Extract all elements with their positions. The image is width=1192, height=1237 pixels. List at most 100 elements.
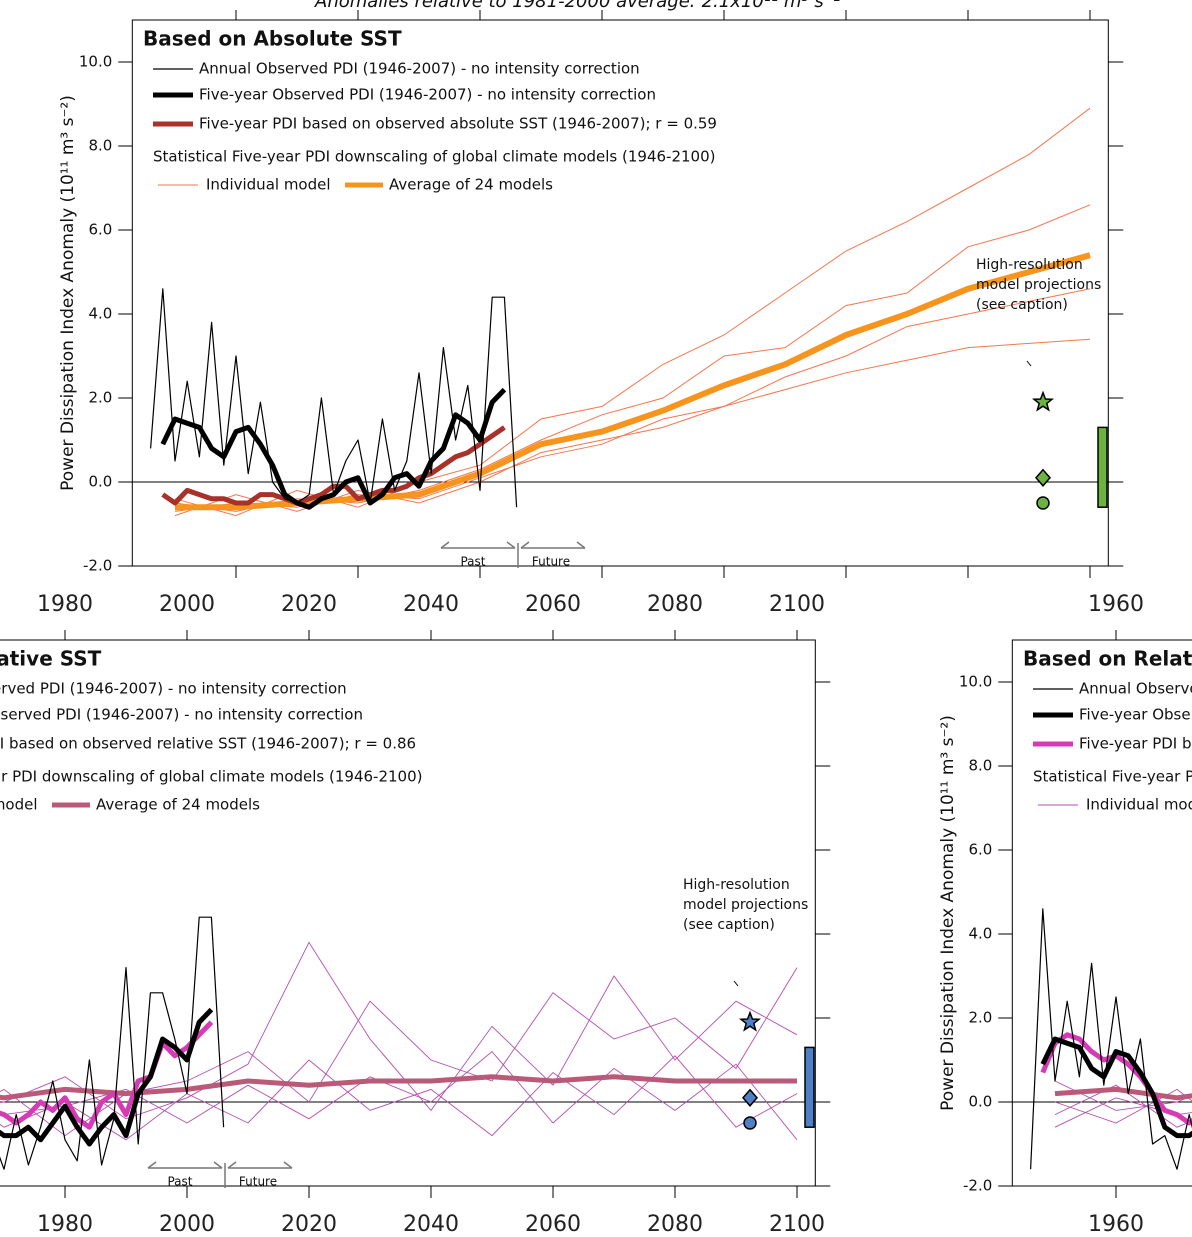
series-line <box>1054 1086 1192 1101</box>
y-tick-label: 8.0 <box>968 757 992 775</box>
period-arrow <box>283 1161 293 1169</box>
period-arrow <box>576 541 586 549</box>
x-tick-label: 1980 <box>37 1212 93 1237</box>
legend-label: Individual model <box>206 176 331 194</box>
x-tick-label: 2060 <box>525 1212 581 1237</box>
period-arrow <box>213 1161 223 1169</box>
model-line <box>174 204 1091 512</box>
legend-label: Individual model <box>1086 796 1192 814</box>
period-arrow <box>440 541 450 549</box>
annotation-pointer <box>1026 360 1032 367</box>
legend-label: Annual Observed PDI (1946-2007) - no int… <box>199 60 640 78</box>
legend-label: Five-year Observed PDI (1946-2007) - no … <box>0 706 363 724</box>
plot-frame <box>131 19 1109 567</box>
projection-star <box>1031 390 1055 412</box>
x-tick-labels: 19601980200020202040206020802100 <box>37 1212 825 1237</box>
x-tick-label: 2020 <box>281 1212 337 1237</box>
series-line <box>1040 1032 1192 1126</box>
model-line <box>0 967 798 1137</box>
series-line <box>161 425 506 506</box>
series-line <box>0 1074 797 1101</box>
y-tick-label: 10.0 <box>959 673 992 691</box>
x-tick-label: 2080 <box>647 1212 703 1237</box>
projection-star <box>738 1010 762 1032</box>
x-tick-labels: 19601980200020202040206020802100 <box>1088 592 1144 617</box>
chart-title: Based on Relative SST <box>0 647 102 671</box>
future-label: Future <box>532 555 570 569</box>
annotation-pointer <box>733 980 739 987</box>
x-tick-labels: 19601980200020202040206020802100 <box>37 592 825 617</box>
legend-heading: Statistical Five-year PDI downscaling of… <box>153 148 715 166</box>
projection-range <box>804 1046 815 1128</box>
series-line <box>175 252 1091 511</box>
y-tick-label: 4.0 <box>88 305 112 323</box>
x-tick-row: 19601980200020202040206020802100 <box>37 592 825 617</box>
legend-label: Average of 24 models <box>389 176 553 194</box>
model-line <box>174 107 1091 517</box>
past-label: Past <box>167 1175 192 1189</box>
legend-heading: Statistical Five-year PDI downscaling of… <box>0 768 422 786</box>
model-line <box>174 288 1091 512</box>
y-tick-label: 6.0 <box>968 841 992 859</box>
future-label: Future <box>239 1175 277 1189</box>
chart-title: Based on Relative SST <box>1023 647 1192 671</box>
past-label: Past <box>460 555 485 569</box>
y-axis-label: Power Dissipation Index Anomaly (10¹¹ m³… <box>58 95 78 491</box>
legend-label: Individual model <box>0 796 38 814</box>
annotation: High-resolution <box>976 257 1083 273</box>
y-tick-label: 2.0 <box>88 389 112 407</box>
x-tick-label: 2080 <box>647 592 703 617</box>
annotation: (see caption) <box>976 297 1068 313</box>
series-line <box>0 916 225 1170</box>
x-tick-label: 1960 <box>1088 592 1144 617</box>
period-arrow <box>520 541 530 549</box>
x-tick-labels: 19601980200020202040206020802100 <box>1088 1212 1144 1237</box>
projection-diamond <box>1035 468 1051 487</box>
plot-frame <box>0 639 816 1187</box>
period-arrow <box>506 541 516 549</box>
legend-label: Five-year PDI based on observed relative… <box>1079 735 1192 753</box>
annotation: High-resolution <box>683 877 790 893</box>
panel: -2.0 0.0 2.0 4.0 6.0 8.0 10.0 Power Dissipation… <box>58 10 1124 578</box>
y-tick-label: 4.0 <box>968 925 992 943</box>
x-tick-label: 2100 <box>769 1212 825 1237</box>
y-tick-label: -2.0 <box>83 557 112 575</box>
series-line <box>160 387 507 510</box>
legend-label: Average of 24 models <box>96 796 260 814</box>
legend-label: Annual Observed PDI (1946-2007) - no int… <box>0 680 347 698</box>
series-line <box>1040 1036 1192 1139</box>
y-axis-label: Power Dissipation Index Anomaly (10¹¹ m³… <box>938 715 958 1111</box>
legend-label: Five-year PDI based on observed absolute… <box>199 115 717 133</box>
y-tick-label: 6.0 <box>88 221 112 239</box>
model-line <box>0 941 798 1120</box>
plot-frame <box>1011 639 1192 1187</box>
y-tick-label: 0.0 <box>968 1093 992 1111</box>
legend-label: Five-year PDI based on observed relative… <box>0 735 416 753</box>
period-arrow <box>147 1161 157 1169</box>
legend-heading: Statistical Five-year PDI downscaling of… <box>1033 768 1192 786</box>
annotation: model projections <box>683 897 808 913</box>
projection-circle <box>1036 496 1050 510</box>
annotation: (see caption) <box>683 917 775 933</box>
chart-title: Based on Absolute SST <box>143 27 402 51</box>
x-tick-label: 1960 <box>1088 1212 1144 1237</box>
x-tick-label: 2040 <box>403 1212 459 1237</box>
projection-circle <box>743 1116 757 1130</box>
x-tick-row: 19601980200020202040206020802100 <box>1088 592 1144 617</box>
x-tick-row: 19601980200020202040206020802100 <box>37 1212 825 1237</box>
annotation: model projections <box>976 277 1101 293</box>
panel: -2.0 0.0 2.0 4.0 6.0 8.0 10.0 Power Dissipation… <box>938 630 1192 1198</box>
x-tick-row: 19601980200020202040206020802100 <box>1088 1212 1144 1237</box>
projection-diamond <box>742 1088 758 1107</box>
y-tick-label: 2.0 <box>968 1009 992 1027</box>
legend-label: Annual Observed PDI (1946-2007) - no int… <box>1079 680 1192 698</box>
x-tick-label: 2040 <box>403 592 459 617</box>
series-line <box>150 288 518 508</box>
header: Anomalies relative to 1981-2000 average:… <box>314 0 841 12</box>
series-line <box>1030 908 1192 1170</box>
y-tick-label: 10.0 <box>79 53 112 71</box>
